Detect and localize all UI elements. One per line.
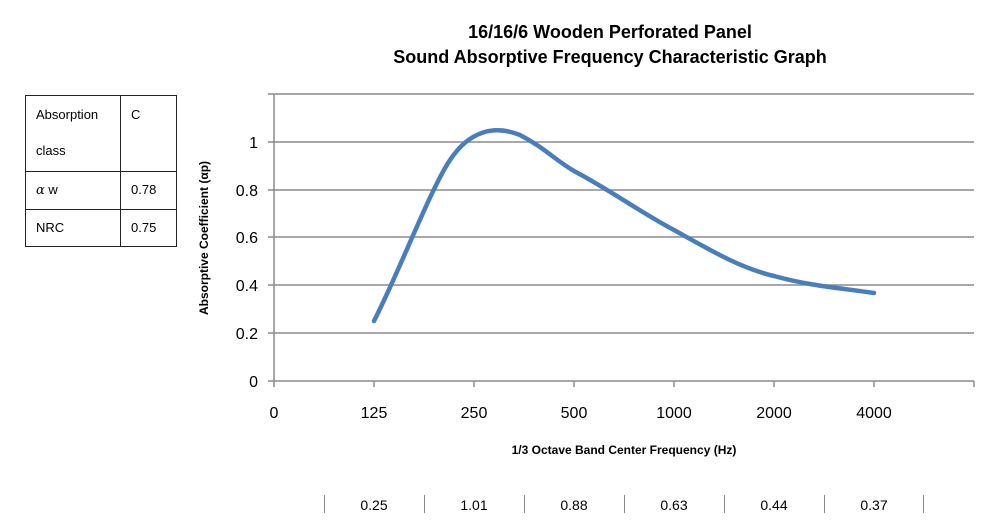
value-separator bbox=[923, 495, 924, 513]
axes bbox=[268, 94, 975, 387]
x-tick-4000: 4000 bbox=[856, 405, 892, 422]
gridlines bbox=[268, 93, 974, 334]
nrc-label: NRC bbox=[25, 209, 121, 247]
x-tick-2000: 2000 bbox=[756, 405, 792, 422]
y-tick-0: 0 bbox=[249, 374, 258, 391]
value-cell-2000: 0.44 bbox=[760, 497, 788, 513]
chart-title-line-1: 16/16/6 Wooden Perforated Panel bbox=[468, 22, 752, 42]
value-cell-250: 1.01 bbox=[460, 497, 488, 513]
y-tick-0.4: 0.4 bbox=[236, 278, 258, 295]
value-cell-500: 0.88 bbox=[560, 497, 588, 513]
x-tick-250: 250 bbox=[461, 405, 488, 422]
y-tick-labels: 0 0.2 0.4 0.6 0.8 1 bbox=[236, 135, 258, 391]
value-separator bbox=[824, 495, 825, 513]
absorption-curve bbox=[371, 128, 877, 324]
chart-title-line-2: Sound Absorptive Frequency Characteristi… bbox=[393, 47, 827, 67]
x-tick-1000: 1000 bbox=[656, 405, 692, 422]
y-tick-0.8: 0.8 bbox=[236, 183, 258, 200]
alpha-symbol: α bbox=[36, 183, 45, 198]
y-tick-0.6: 0.6 bbox=[236, 230, 258, 247]
value-cell-1000: 0.63 bbox=[660, 497, 688, 513]
alpha-w-suffix: w bbox=[48, 182, 58, 197]
y-axis-title: Absorptive Coefficient (αp) bbox=[197, 161, 211, 315]
value-separator bbox=[524, 495, 525, 513]
value-separator bbox=[724, 495, 725, 513]
nrc-value: 0.75 bbox=[120, 209, 177, 247]
y-tick-0.2: 0.2 bbox=[236, 326, 258, 343]
x-tick-125: 125 bbox=[361, 405, 388, 422]
data-value-row: 0.25 1.01 0.88 0.63 0.44 0.37 bbox=[0, 493, 1000, 517]
value-cell-4000: 0.37 bbox=[860, 497, 888, 513]
value-separator bbox=[424, 495, 425, 513]
x-axis-title: 1/3 Octave Band Center Frequency (Hz) bbox=[512, 443, 737, 457]
alpha-w-value: 0.78 bbox=[120, 171, 177, 210]
table-row-absorption-class: Absorption class C bbox=[25, 95, 177, 172]
x-tick-0: 0 bbox=[270, 405, 279, 422]
value-cell-125: 0.25 bbox=[360, 497, 388, 513]
y-tick-1: 1 bbox=[249, 135, 258, 152]
x-tick-labels: 0 125 250 500 1000 2000 4000 bbox=[270, 405, 892, 422]
x-tick-500: 500 bbox=[561, 405, 588, 422]
absorption-info-table: Absorption class C α w 0.78 NRC 0.75 bbox=[25, 95, 177, 247]
absorption-class-value: C bbox=[120, 95, 177, 172]
value-separator bbox=[624, 495, 625, 513]
value-separator bbox=[324, 495, 325, 513]
absorption-class-label: Absorption class bbox=[25, 95, 121, 172]
table-row-nrc: NRC 0.75 bbox=[25, 209, 177, 247]
